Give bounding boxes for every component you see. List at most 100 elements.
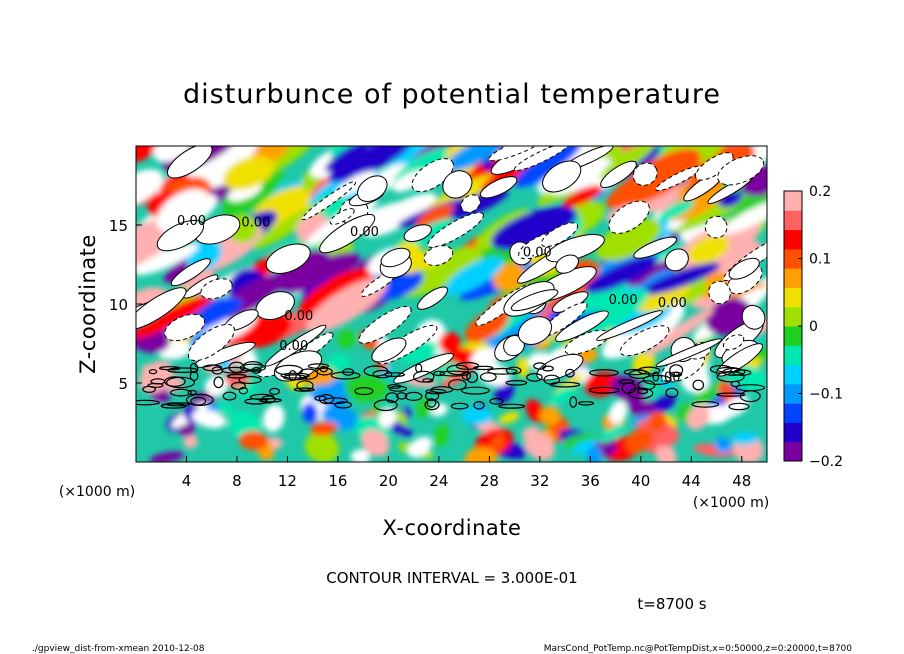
contour-line bbox=[543, 374, 560, 385]
y-tick-label: 15 bbox=[109, 217, 128, 235]
contour-line bbox=[692, 379, 705, 391]
contour-line bbox=[589, 369, 619, 377]
contour-line bbox=[636, 388, 649, 395]
colorbar-swatch bbox=[784, 326, 802, 346]
contour-lines bbox=[136, 146, 767, 384]
contour-line bbox=[466, 371, 479, 384]
field-blob bbox=[584, 255, 658, 294]
contour-line bbox=[385, 392, 399, 404]
field-blob bbox=[574, 289, 649, 343]
contour-label: 0.00 bbox=[523, 246, 552, 261]
contour-line bbox=[479, 176, 518, 199]
colorbar-swatch bbox=[784, 306, 802, 327]
contour-line bbox=[166, 376, 196, 389]
contour-line bbox=[238, 386, 249, 395]
contour-line bbox=[280, 372, 310, 379]
contour-line bbox=[354, 387, 374, 396]
contour-line bbox=[275, 364, 304, 376]
x-axis-label: X-coordinate bbox=[383, 516, 522, 540]
field-blob bbox=[378, 407, 397, 428]
field-blob bbox=[324, 146, 371, 172]
colorbar-swatch bbox=[784, 383, 802, 404]
contour-line bbox=[427, 212, 484, 248]
contour-line bbox=[404, 391, 423, 401]
contour-line bbox=[265, 243, 311, 274]
contour-line bbox=[222, 391, 237, 401]
field-blob bbox=[618, 148, 701, 205]
field-blob bbox=[136, 146, 158, 164]
contour-line bbox=[621, 382, 637, 394]
contour-line bbox=[371, 337, 407, 363]
field-blob bbox=[136, 243, 198, 276]
field-blob bbox=[655, 443, 677, 462]
contour-line bbox=[446, 364, 469, 376]
field-blob bbox=[609, 400, 628, 424]
field-blob bbox=[154, 390, 172, 401]
field-blob bbox=[136, 223, 176, 254]
field-blob bbox=[434, 423, 449, 448]
contour-line bbox=[717, 155, 765, 186]
contour-line bbox=[722, 334, 745, 351]
contour-line bbox=[669, 364, 684, 377]
contour-line bbox=[164, 313, 206, 342]
field-blob bbox=[439, 331, 462, 355]
time-text: t=8700 s bbox=[637, 595, 706, 613]
contour-line bbox=[473, 365, 494, 371]
contour-line bbox=[170, 258, 211, 287]
field-blob bbox=[658, 199, 695, 221]
field-blob bbox=[464, 447, 497, 462]
contour-line bbox=[422, 378, 434, 383]
contour-line bbox=[228, 361, 245, 373]
contour-line bbox=[741, 304, 766, 330]
contour-line bbox=[411, 158, 454, 193]
contour-line bbox=[642, 374, 672, 385]
colorbar-swatch bbox=[784, 287, 802, 308]
contour-line bbox=[732, 369, 752, 377]
field-blob bbox=[539, 406, 561, 426]
contour-line bbox=[393, 353, 454, 384]
plot-area: 0.00 0.00 0.00 0.00 0.00 0.00 0.00 0.00 0.00 bbox=[135, 145, 768, 463]
contour-label: 0.00 bbox=[177, 214, 206, 229]
contour-line bbox=[425, 388, 446, 395]
contour-line bbox=[637, 366, 661, 375]
colorbar-tick-label: −0.1 bbox=[809, 387, 843, 403]
contour-line bbox=[460, 194, 481, 213]
contour-line bbox=[728, 257, 760, 280]
contour-line bbox=[510, 289, 559, 312]
colorbar: 0.2 0.1 0 −0.1 −0.2 bbox=[783, 184, 843, 470]
contour-line bbox=[655, 338, 723, 368]
contour-line bbox=[623, 368, 647, 376]
contour-label: 0.00 bbox=[241, 216, 270, 231]
contour-line bbox=[505, 379, 528, 386]
contour-line bbox=[318, 394, 335, 405]
contour-line bbox=[166, 146, 213, 179]
contour-line bbox=[569, 396, 578, 408]
contour-band bbox=[136, 360, 766, 412]
contour-label: 0.00 bbox=[279, 339, 308, 354]
contour-line bbox=[596, 310, 663, 341]
chart-title: disturbunce of potential temperature bbox=[183, 79, 721, 110]
contour-line bbox=[588, 386, 620, 394]
x-axis-unit: (×1000 m) bbox=[693, 495, 769, 511]
colorbar-tick-label: 0 bbox=[809, 319, 818, 335]
contour-line bbox=[473, 400, 485, 410]
field-blob bbox=[491, 206, 577, 251]
field-blob bbox=[136, 293, 214, 339]
contour-line bbox=[221, 366, 249, 374]
field-blob bbox=[337, 329, 356, 349]
field-blob bbox=[586, 444, 602, 462]
contour-line bbox=[319, 366, 328, 373]
contour-line bbox=[187, 323, 235, 362]
colorbar-swatch bbox=[784, 422, 802, 443]
contour-line bbox=[555, 254, 579, 274]
contour-line bbox=[265, 324, 327, 367]
field-blob bbox=[327, 353, 350, 372]
contour-interval-text: CONTOUR INTERVAL = 3.000E-01 bbox=[326, 569, 577, 587]
contour-line bbox=[150, 378, 166, 385]
field-blob bbox=[492, 262, 526, 292]
x-tick-label: 16 bbox=[328, 472, 347, 490]
field-blob bbox=[562, 185, 603, 208]
contour-line bbox=[298, 368, 319, 380]
contour-line bbox=[372, 369, 393, 379]
